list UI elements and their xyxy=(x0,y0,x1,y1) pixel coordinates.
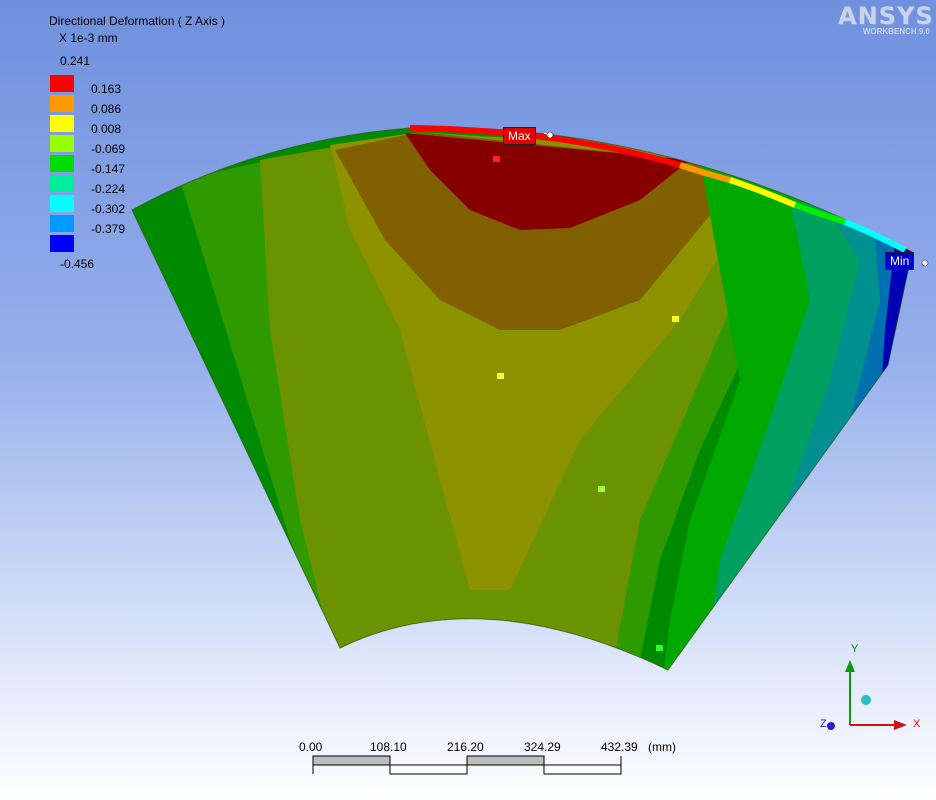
logo-product: WORKBENCH 9.0 xyxy=(862,27,930,36)
result-marker xyxy=(656,645,663,651)
legend-level-1: 0.163 xyxy=(91,82,122,96)
coordinate-triad[interactable] xyxy=(827,660,907,730)
min-probe-label[interactable]: Min xyxy=(885,252,915,270)
outer-rim-yellow xyxy=(729,177,797,208)
legend-swatch-5 xyxy=(50,155,74,172)
legend-level-5: -0.147 xyxy=(91,162,126,176)
outer-rim-cyan xyxy=(843,219,907,253)
result-marker xyxy=(672,316,679,322)
legend-swatch-1 xyxy=(50,75,74,92)
scale-tick-0: 0.00 xyxy=(299,740,323,754)
scale-unit: (mm) xyxy=(648,740,676,754)
outer-rim-green xyxy=(793,202,846,225)
legend-swatch-6 xyxy=(50,175,74,192)
legend-swatch-3 xyxy=(50,115,74,132)
z-axis-icon xyxy=(827,722,835,730)
legend-max-label: 0.241 xyxy=(60,54,91,68)
legend-level-3: 0.008 xyxy=(91,122,122,136)
y-axis-arrow-icon xyxy=(845,660,855,672)
legend-swatch-2 xyxy=(50,95,74,112)
legend-level-8: -0.379 xyxy=(91,222,126,236)
legend-level-6: -0.224 xyxy=(91,182,126,196)
deformation-contours xyxy=(132,127,912,671)
max-pointer-dot xyxy=(546,131,554,139)
outer-rim-orange xyxy=(679,162,731,183)
scale-tick-3: 324.29 xyxy=(524,740,561,754)
legend-level-2: 0.086 xyxy=(91,102,122,116)
color-legend: 0.241 0.163 0.086 0.008 -0.069 -0.147 -0… xyxy=(50,54,210,284)
legend-level-4: -0.069 xyxy=(91,142,126,156)
ansys-logo: ANSYS WORKBENCH 9.0 xyxy=(838,2,934,36)
triad-z-label: Z xyxy=(820,718,827,730)
triad-y-label: Y xyxy=(851,643,859,655)
logo-name: ANSYS xyxy=(838,2,934,30)
x-axis-arrow-icon xyxy=(894,720,907,730)
scale-tick-1: 108.10 xyxy=(370,740,407,754)
legend-swatch-4 xyxy=(50,135,74,152)
legend-level-7: -0.302 xyxy=(91,202,126,216)
result-marker xyxy=(598,486,605,492)
scale-bar xyxy=(312,755,622,775)
legend-swatch-7 xyxy=(50,195,74,212)
legend-min-label: -0.456 xyxy=(60,257,95,271)
legend-swatch-8 xyxy=(50,215,74,232)
legend-swatch-9 xyxy=(50,235,74,252)
scale-tick-4: 432.39 xyxy=(601,740,638,754)
scale-tick-2: 216.20 xyxy=(447,740,484,754)
min-pointer-dot xyxy=(921,259,929,267)
triad-x-label: X xyxy=(913,718,921,730)
result-marker xyxy=(493,156,500,162)
result-title: Directional Deformation ( Z Axis ) xyxy=(49,14,226,28)
result-marker xyxy=(497,373,504,379)
isometric-ball-icon[interactable] xyxy=(861,695,871,705)
max-probe-label[interactable]: Max xyxy=(503,127,536,145)
result-units: X 1e-3 mm xyxy=(59,31,118,45)
outer-rim-red xyxy=(409,125,681,168)
